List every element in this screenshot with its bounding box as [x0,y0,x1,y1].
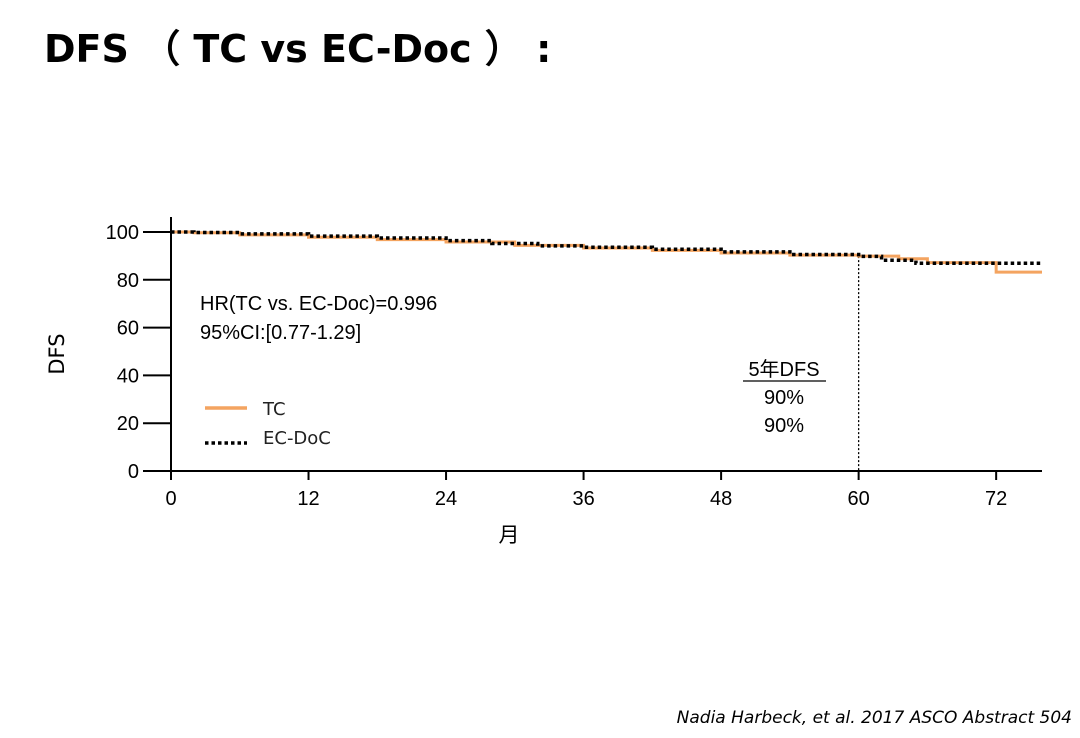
x-tick-label: 0 [165,488,176,510]
axes [170,217,1042,472]
citation: Nadia Harbeck, et al. 2017 ASCO Abstract… [676,708,1072,728]
y-tick-label: 60 [117,318,139,340]
hr-annotation: HR(TC vs. EC-Doc)=0.996 [200,293,437,315]
y-tick-label: 20 [117,413,139,435]
x-tick-label: 12 [297,488,319,510]
legend-tc-label: TC [262,399,286,420]
slide-title: DFS （ TC vs EC-Doc ） : [44,27,552,71]
five-year-dfs-ecdoc: 90% [764,415,804,437]
ticks: 0 12 24 36 48 60 72 0 20 40 60 80 100 [106,222,1008,510]
y-axis-title: DFS [45,333,69,374]
five-year-dfs-tc: 90% [764,387,804,409]
y-tick-label: 40 [117,365,139,387]
series-line-tc [171,230,1042,274]
y-tick-label: 100 [106,222,139,244]
y-tick-label: 0 [128,461,139,483]
five-year-dfs-header: 5年DFS [748,358,819,381]
x-tick-label: 72 [985,488,1007,510]
x-tick-label: 24 [435,488,457,510]
legend-ecdoc-label: EC-DoC [263,428,331,449]
y-tick-label: 80 [117,270,139,292]
series-line-ecdoc [171,230,1042,266]
x-axis-title: 月 [499,523,520,547]
x-tick-label: 36 [572,488,594,510]
x-tick-label: 48 [710,488,732,510]
x-tick-label: 60 [848,488,870,510]
ci-annotation: 95%CI:[0.77-1.29] [200,322,361,344]
series-group [171,230,1042,274]
